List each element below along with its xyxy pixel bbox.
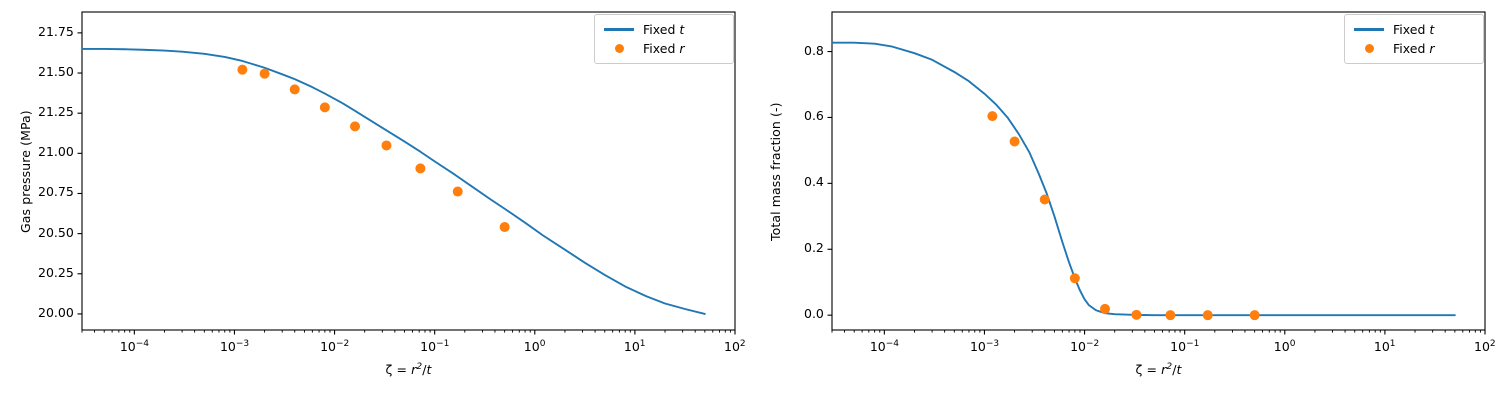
y-tick-label: 21.25: [38, 104, 74, 120]
x-tick-label: 101: [623, 338, 646, 354]
x-tick-label: 10−1: [420, 338, 450, 354]
x-axis-label-exponent-r: 2: [1166, 361, 1173, 372]
legend-line-swatch: [602, 28, 636, 31]
data-point-marker: [415, 163, 426, 174]
x-tick-label: 10−1: [1170, 338, 1200, 354]
y-axis-label-gas-pressure: Gas pressure (MPa): [18, 109, 33, 233]
legend-gas-pressure: Fixed t Fixed r: [594, 14, 734, 64]
data-point-marker: [1009, 136, 1020, 147]
y-tick-label: 20.75: [38, 184, 74, 200]
y-axis-label-mass-fraction: Total mass fraction (-): [768, 101, 783, 241]
x-axis-label-prefix: ζ =: [385, 362, 412, 377]
x-axis-label-exponent: 2: [416, 361, 423, 372]
x-tick-label: 10−3: [219, 338, 250, 354]
x-axis-label-divider: /: [422, 362, 427, 377]
data-point-marker: [1131, 309, 1142, 320]
x-tick-label: 10−2: [1070, 338, 1100, 354]
series-line-fixed-t: [81, 47, 706, 315]
x-tick-label: 10−4: [869, 338, 900, 354]
x-tick-label: 102: [724, 338, 746, 354]
legend-label-fixed-t: Fixed t: [643, 22, 685, 37]
y-tick-label: 0.6: [804, 108, 824, 124]
x-tick-label: 101: [1373, 338, 1396, 354]
y-tick-label: 0.4: [804, 174, 824, 190]
y-tick-label: 21.00: [38, 144, 74, 160]
x-tick-label: 10−3: [969, 338, 1000, 354]
legend-entry-fixed-t: Fixed t: [1352, 20, 1475, 39]
x-axis-label-left: ζ = r2/t: [386, 362, 432, 377]
legend-entry-fixed-r: Fixed r: [1352, 39, 1475, 58]
data-point-marker: [987, 111, 998, 122]
x-axis-label-var-r: r: [411, 362, 417, 377]
data-point-marker: [259, 68, 270, 79]
y-tick-label: 21.50: [38, 64, 74, 80]
y-tick-label: 20.00: [38, 304, 74, 320]
data-point-marker: [1069, 273, 1080, 284]
series-markers-fixed-r: [237, 64, 510, 233]
legend-entry-fixed-r: Fixed r: [602, 39, 725, 58]
data-point-marker: [452, 186, 463, 197]
legend-label-fixed-t: Fixed t: [1393, 22, 1435, 37]
data-point-marker: [350, 121, 360, 132]
y-tick-label: 0.2: [804, 240, 824, 256]
data-point-marker: [1039, 194, 1050, 205]
data-point-marker: [1249, 310, 1260, 321]
x-tick-label: 10−2: [320, 338, 350, 354]
series-line-fixed-t: [831, 41, 1456, 317]
legend-entry-fixed-t: Fixed t: [602, 20, 725, 39]
x-axis-label-prefix-r: ζ =: [1135, 362, 1162, 377]
data-point-marker: [319, 102, 330, 113]
legend-marker-swatch: [1352, 44, 1386, 53]
data-point-marker: [1165, 310, 1176, 321]
x-tick-label: 10−4: [119, 338, 150, 354]
y-tick-label: 21.75: [38, 23, 74, 39]
x-tick-label: 100: [1273, 338, 1296, 354]
x-axis-label-divider-r: /: [1172, 362, 1177, 377]
legend-label-fixed-r: Fixed r: [1393, 41, 1435, 56]
legend-marker-swatch: [602, 44, 636, 53]
x-axis-label-var-t: t: [426, 362, 432, 377]
x-axis-label-right: ζ = r2/t: [1136, 362, 1182, 377]
data-point-marker: [381, 140, 392, 151]
x-axis-label-var-r2: r: [1161, 362, 1167, 377]
panel-gas-pressure: Gas pressure (MPa) ζ = r2/t Fixed t Fixe…: [18, 11, 746, 377]
x-tick-label: 102: [1474, 338, 1496, 354]
panel-mass-fraction: Total mass fraction (-) ζ = r2/t Fixed t…: [750, 0, 1500, 400]
legend-mass-fraction: Fixed t Fixed r: [1344, 14, 1484, 64]
data-point-marker: [1100, 303, 1110, 314]
y-tick-label: 20.50: [38, 224, 74, 240]
x-axis-label-var-t2: t: [1176, 362, 1182, 377]
y-tick-label: 0.8: [804, 42, 824, 58]
data-point-marker: [499, 222, 510, 233]
legend-label-fixed-r: Fixed r: [643, 41, 685, 56]
y-tick-label: 0.0: [804, 306, 824, 322]
data-point-marker: [237, 64, 248, 75]
x-tick-label: 100: [523, 338, 546, 354]
y-tick-label: 20.25: [38, 264, 74, 280]
legend-line-swatch: [1352, 28, 1386, 31]
series-markers-fixed-r: [987, 111, 1260, 321]
plot-area-mass-fraction: [827, 11, 1486, 335]
plot-area-gas-pressure: [77, 11, 736, 335]
data-point-marker: [1202, 310, 1213, 321]
data-point-marker: [289, 84, 300, 95]
